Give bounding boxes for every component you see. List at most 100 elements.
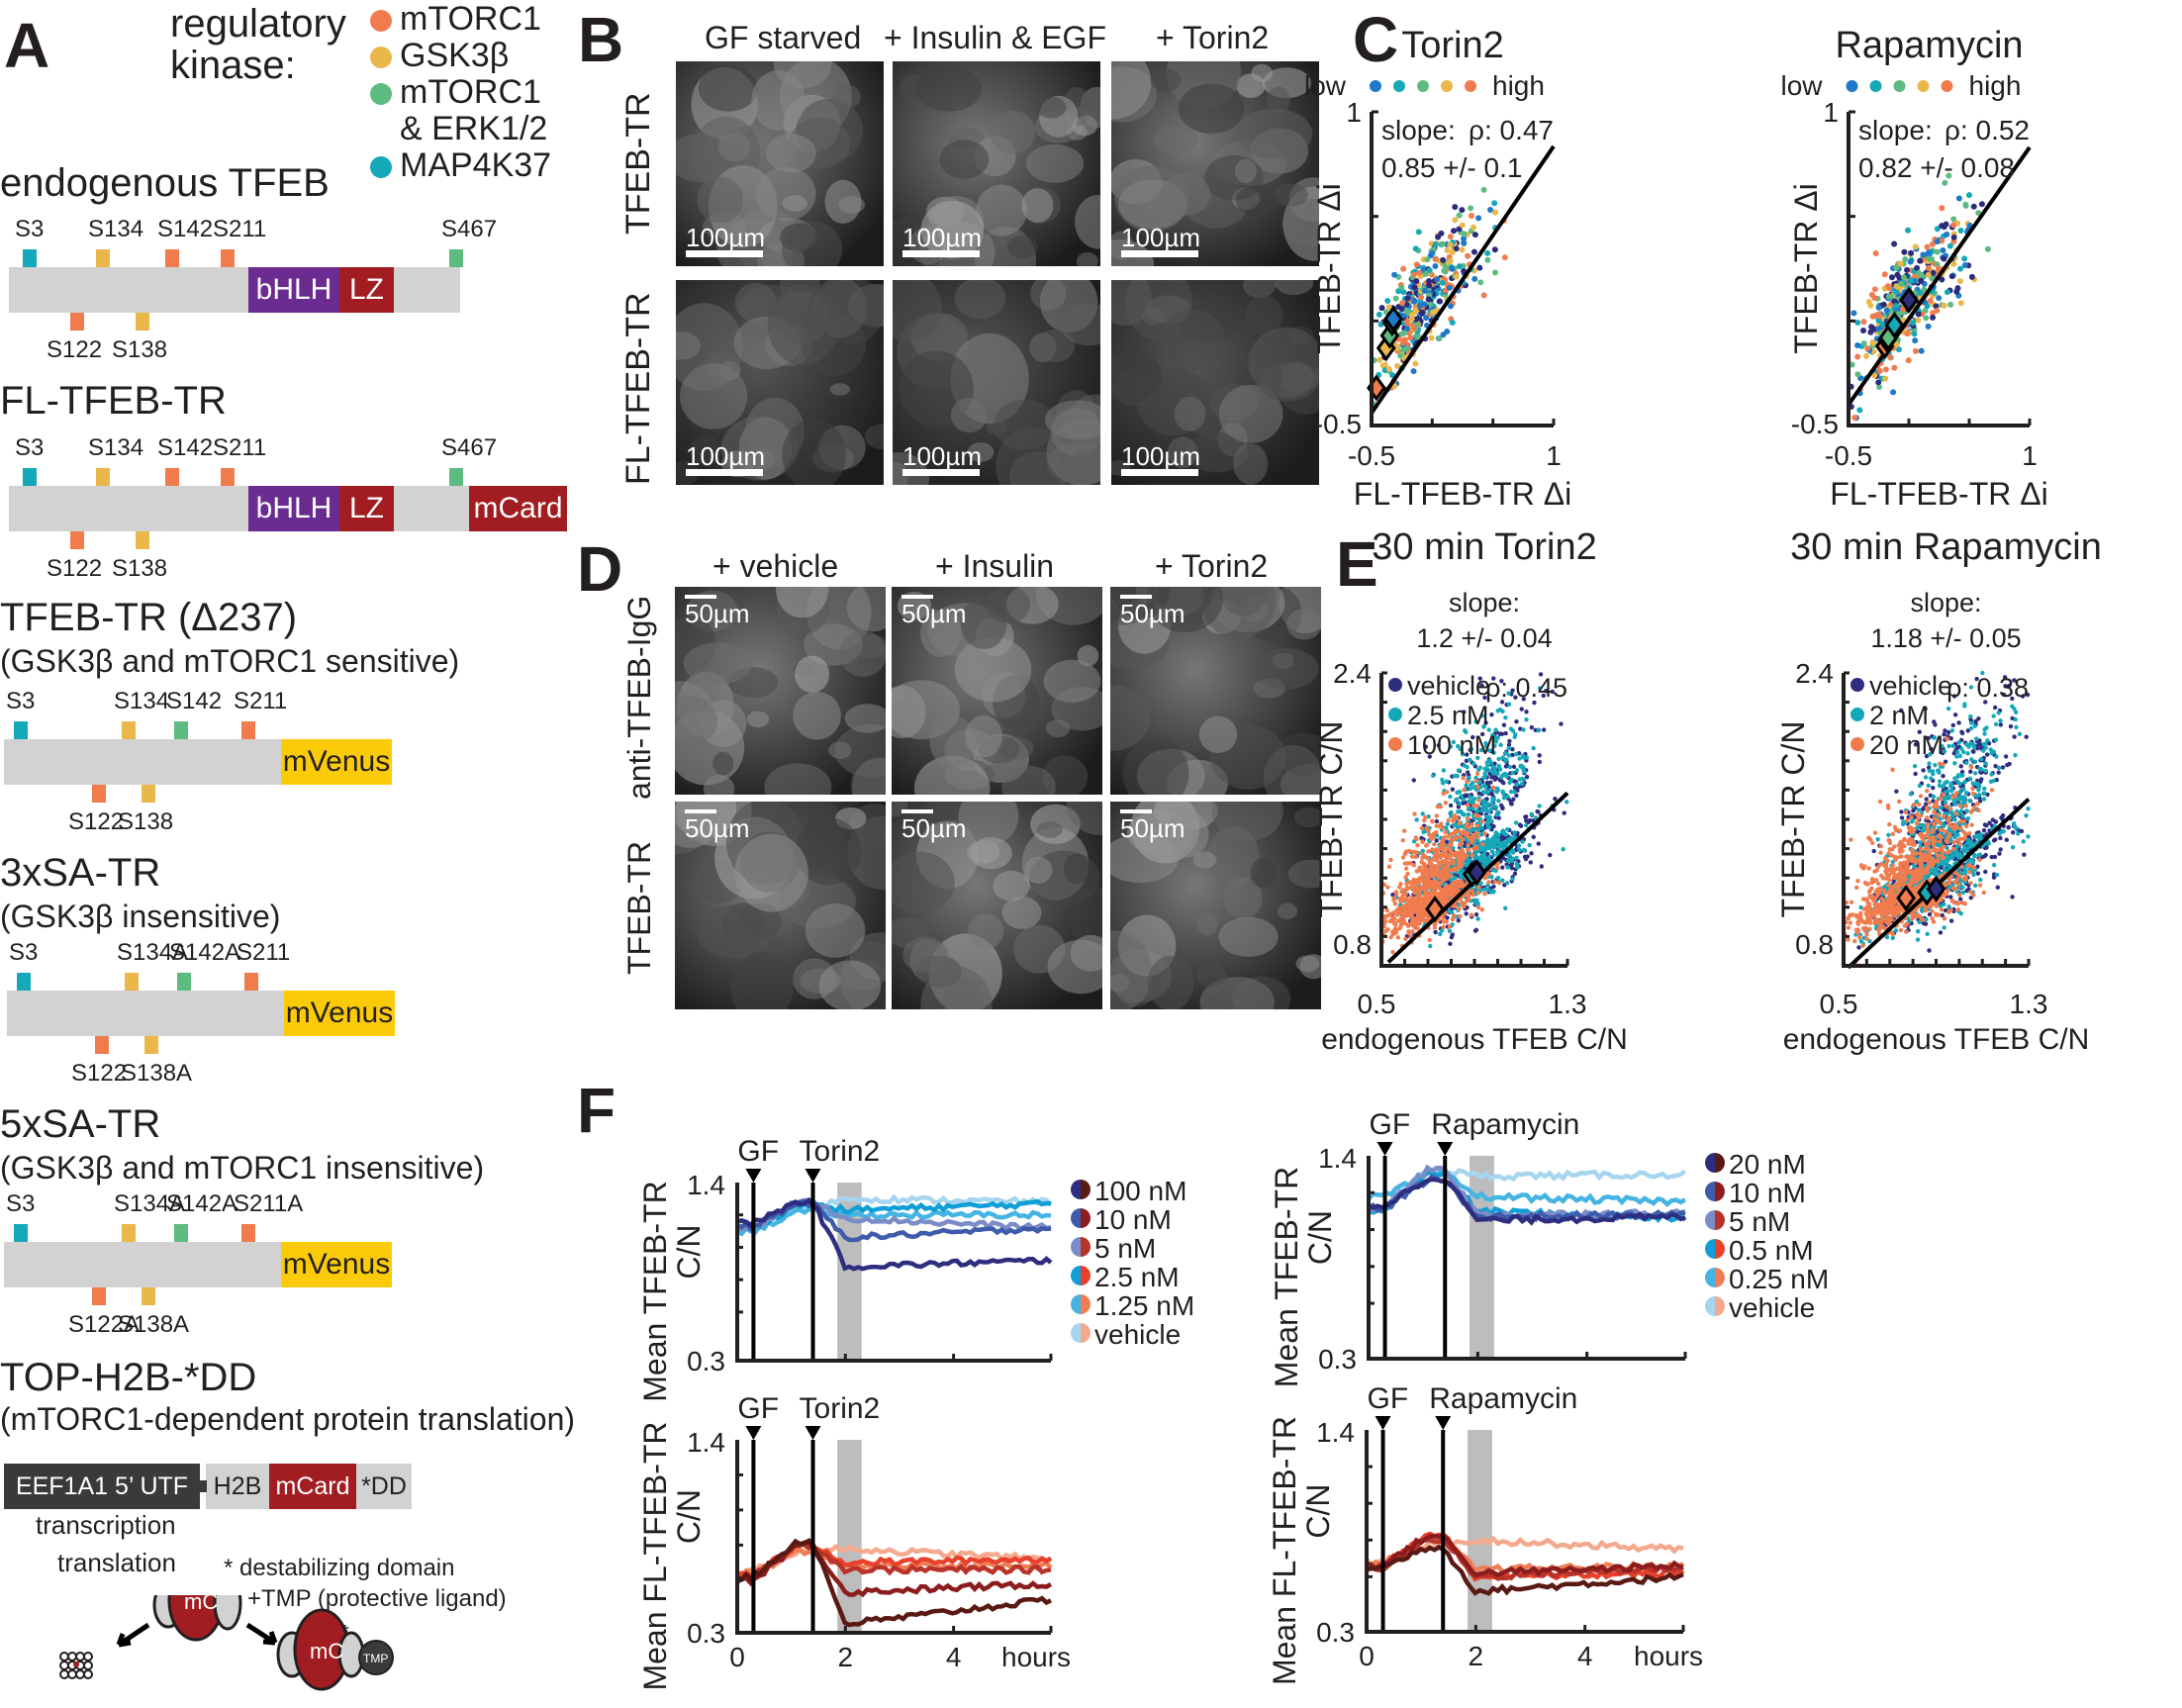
scatter-point — [1864, 345, 1871, 352]
protein-domain: bHLH — [248, 486, 339, 531]
scatter-point — [1890, 935, 1895, 941]
phospho-site-marker — [95, 1036, 109, 1054]
x-tick-label: 1.3 — [1549, 989, 1587, 1019]
reporter-segment: EEF1A1 5’ UTF — [4, 1464, 200, 1509]
scatter-point — [1443, 829, 1448, 835]
scatter-point — [1915, 311, 1922, 318]
scatter-point — [1510, 728, 1516, 733]
phospho-site-label: S3 — [6, 1190, 36, 1217]
scatter-point — [1865, 299, 1872, 306]
slope-value: 1.18 +/- 0.05 — [1870, 623, 2021, 653]
scatter-point — [1475, 215, 1482, 222]
scatter-point — [1916, 807, 1922, 812]
scatter-point — [1918, 846, 1924, 852]
scatter-point — [2000, 765, 2006, 770]
scatter-point — [1453, 828, 1458, 833]
scatter-point — [1383, 928, 1388, 934]
scatter-point — [1927, 948, 1932, 953]
scatter-point — [1502, 905, 1508, 911]
scatter-point — [1940, 247, 1946, 254]
scatter-point — [1952, 712, 1958, 717]
kinase-legend-item: & ERK1/2 — [370, 110, 547, 148]
phospho-site-label: S122 — [71, 1060, 128, 1087]
scatter-point — [1913, 771, 1918, 777]
scatter-point — [1436, 334, 1443, 341]
scatter-point — [1956, 265, 1963, 272]
scatter-point — [1420, 811, 1425, 816]
scatter-point — [1475, 834, 1480, 840]
scatter-point — [1485, 888, 1491, 893]
scatter-point — [1387, 911, 1393, 916]
scatter-point — [1410, 915, 1416, 920]
scatter-point — [1459, 207, 1466, 214]
phospho-site-marker — [14, 1224, 28, 1242]
scatter-point — [1957, 300, 1964, 307]
scatter-point — [1440, 777, 1445, 783]
phospho-site-marker — [136, 313, 149, 331]
scatter-point — [1448, 941, 1453, 947]
phospho-site-label: S211A — [234, 1190, 304, 1217]
arrow-degrade-icon — [116, 1622, 150, 1648]
scatter-point — [1414, 334, 1421, 341]
scatter-point — [1454, 866, 1459, 871]
reporter-title: TOP-H2B-*DD — [0, 1356, 257, 1399]
scatter-point — [1455, 773, 1460, 779]
scatter-point — [1474, 823, 1480, 828]
scatter-point — [1461, 236, 1468, 242]
scatter-point — [1883, 307, 1890, 314]
scatter-point — [1466, 807, 1471, 811]
scatter-point — [1510, 770, 1515, 776]
scatter-point — [1885, 858, 1890, 864]
protein-domain: mVenus — [281, 739, 392, 785]
chart-title: 30 min Torin2 — [1372, 526, 1596, 568]
scatter-point — [1430, 819, 1435, 824]
scatter-point — [1415, 917, 1420, 922]
x-axis-label: endogenous TFEB C/N — [1321, 1023, 1628, 1056]
scatter-point — [1447, 303, 1454, 310]
scatter-point — [1996, 770, 2001, 775]
scatter-point — [1426, 282, 1433, 289]
scatter-point — [1870, 339, 1877, 346]
scatter-point — [1513, 751, 1519, 757]
panel-letter-b: B — [578, 4, 624, 75]
scatter-point — [1421, 880, 1426, 885]
scatter-point — [1471, 275, 1478, 282]
scatter-point — [1376, 356, 1383, 363]
scatter-point — [2000, 828, 2005, 834]
scatter-point — [1953, 288, 1960, 295]
kinase-legend-label: mTORC1 — [400, 73, 541, 111]
scale-label: 100µm — [1121, 441, 1201, 471]
scatter-point — [1523, 856, 1529, 862]
rho-label: ρ: 0.52 — [1945, 115, 2030, 145]
scatter-point — [1998, 835, 2003, 841]
scatter-point — [1424, 825, 1429, 831]
scatter-point — [1854, 341, 1861, 348]
micrograph-image: 50µm — [1110, 587, 1321, 795]
scatter-point — [1452, 913, 1457, 918]
scatter-point — [1909, 814, 1914, 819]
protein-domain: LZ — [339, 486, 394, 531]
scatter-point — [1410, 271, 1417, 278]
scatter-point — [1428, 943, 1433, 949]
scatter-point — [1531, 745, 1536, 751]
column-header: + Torin2 — [1155, 548, 1269, 584]
scatter-point — [1875, 836, 1880, 842]
scatter-point — [1929, 903, 1934, 909]
phospho-site-marker — [70, 531, 84, 549]
scatter-point — [1447, 234, 1454, 240]
scatter-point — [1444, 919, 1449, 924]
chart-title: 30 min Rapamycin — [1790, 526, 2102, 568]
scatter-point — [1859, 327, 1866, 333]
scatter-point — [1426, 267, 1433, 274]
x-tick-label: 1 — [2022, 440, 2038, 471]
scatter-point — [1473, 779, 1479, 784]
scatter-point — [1506, 745, 1511, 751]
scatter-point — [1434, 813, 1440, 818]
scatter-point — [1920, 251, 1927, 258]
scatter-point — [1393, 344, 1400, 351]
scatter-point — [2022, 852, 2027, 857]
scatter-point — [1490, 785, 1496, 790]
scatter-point — [1895, 346, 1902, 353]
construct-subtitle: (GSK3β and mTORC1 insensitive) — [0, 1150, 485, 1186]
scale-bar — [901, 595, 933, 599]
